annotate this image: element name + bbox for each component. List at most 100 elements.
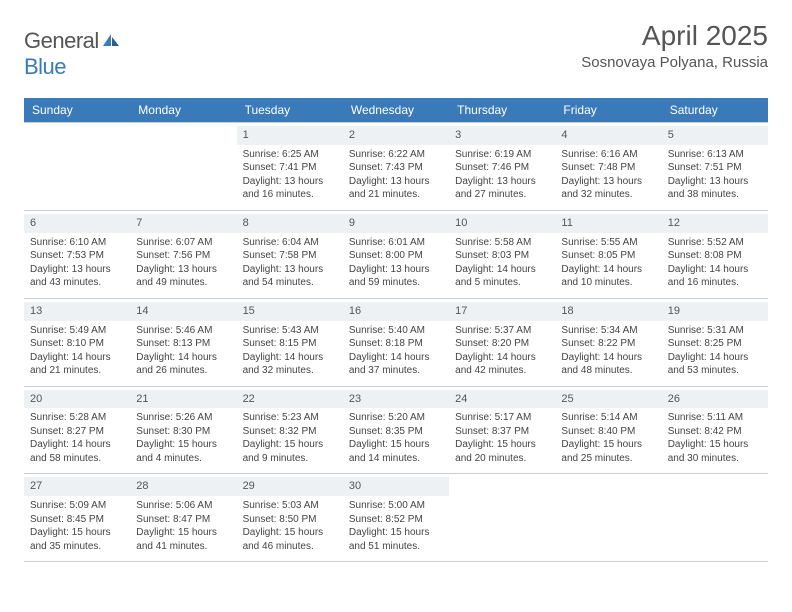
calendar-cell: 1Sunrise: 6:25 AMSunset: 7:41 PMDaylight… <box>237 123 343 210</box>
calendar-cell-empty <box>130 123 236 210</box>
day-number: 3 <box>449 126 555 145</box>
day-header: Saturday <box>662 98 768 122</box>
sunrise-text: Sunrise: 5:00 AM <box>349 499 443 513</box>
daylight-text: Daylight: 14 hours and 37 minutes. <box>349 351 443 378</box>
calendar-cell-empty <box>555 474 661 561</box>
daylight-text: Daylight: 13 hours and 38 minutes. <box>668 175 762 202</box>
sunrise-text: Sunrise: 5:37 AM <box>455 324 549 338</box>
day-number: 9 <box>343 214 449 233</box>
logo-text-b: Blue <box>24 54 66 79</box>
day-number: 26 <box>662 390 768 409</box>
daylight-text: Daylight: 14 hours and 58 minutes. <box>30 438 124 465</box>
sunrise-text: Sunrise: 5:34 AM <box>561 324 655 338</box>
day-number: 28 <box>130 477 236 496</box>
sunrise-text: Sunrise: 6:16 AM <box>561 148 655 162</box>
sunset-text: Sunset: 7:43 PM <box>349 161 443 175</box>
day-number: 12 <box>662 214 768 233</box>
day-header: Monday <box>130 98 236 122</box>
calendar-cell: 8Sunrise: 6:04 AMSunset: 7:58 PMDaylight… <box>237 211 343 298</box>
calendar-cell-empty <box>662 474 768 561</box>
day-header: Wednesday <box>343 98 449 122</box>
calendar-cell: 16Sunrise: 5:40 AMSunset: 8:18 PMDayligh… <box>343 299 449 386</box>
sunset-text: Sunset: 8:13 PM <box>136 337 230 351</box>
day-number: 13 <box>24 302 130 321</box>
sunset-text: Sunset: 8:40 PM <box>561 425 655 439</box>
calendar-cell: 3Sunrise: 6:19 AMSunset: 7:46 PMDaylight… <box>449 123 555 210</box>
sunset-text: Sunset: 8:47 PM <box>136 513 230 527</box>
calendar-header-row: SundayMondayTuesdayWednesdayThursdayFrid… <box>24 98 768 122</box>
calendar-cell: 4Sunrise: 6:16 AMSunset: 7:48 PMDaylight… <box>555 123 661 210</box>
sunrise-text: Sunrise: 5:55 AM <box>561 236 655 250</box>
sunrise-text: Sunrise: 6:07 AM <box>136 236 230 250</box>
calendar-cell: 5 Sunrise: 6:13 AMSunset: 7:51 PMDaylight… <box>662 123 768 210</box>
sunset-text: Sunset: 8:08 PM <box>668 249 762 263</box>
day-header: Sunday <box>24 98 130 122</box>
sunset-text: Sunset: 8:05 PM <box>561 249 655 263</box>
day-number: 8 <box>237 214 343 233</box>
day-number: 27 <box>24 477 130 496</box>
sunrise-text: Sunrise: 5:09 AM <box>30 499 124 513</box>
daylight-text: Daylight: 13 hours and 16 minutes. <box>243 175 337 202</box>
calendar-cell-empty <box>449 474 555 561</box>
day-number: 15 <box>237 302 343 321</box>
day-number: 19 <box>662 302 768 321</box>
sunset-text: Sunset: 7:46 PM <box>455 161 549 175</box>
daylight-text: Daylight: 14 hours and 32 minutes. <box>243 351 337 378</box>
sunset-text: Sunset: 8:20 PM <box>455 337 549 351</box>
calendar-cell: 25Sunrise: 5:14 AMSunset: 8:40 PMDayligh… <box>555 387 661 474</box>
calendar-cell: 11Sunrise: 5:55 AMSunset: 8:05 PMDayligh… <box>555 211 661 298</box>
daylight-text: Daylight: 15 hours and 4 minutes. <box>136 438 230 465</box>
sunrise-text: Sunrise: 5:23 AM <box>243 411 337 425</box>
day-number: 18 <box>555 302 661 321</box>
sunrise-text: Sunrise: 5:20 AM <box>349 411 443 425</box>
day-number: 5 <box>662 126 768 145</box>
day-number: 24 <box>449 390 555 409</box>
daylight-text: Daylight: 15 hours and 46 minutes. <box>243 526 337 553</box>
calendar-cell: 24Sunrise: 5:17 AMSunset: 8:37 PMDayligh… <box>449 387 555 474</box>
sunset-text: Sunset: 8:15 PM <box>243 337 337 351</box>
calendar-cell-empty <box>24 123 130 210</box>
header-right: April 2025 Sosnovaya Polyana, Russia <box>581 20 768 71</box>
location-text: Sosnovaya Polyana, Russia <box>581 54 768 71</box>
calendar-cell: 19Sunrise: 5:31 AMSunset: 8:25 PMDayligh… <box>662 299 768 386</box>
daylight-text: Daylight: 15 hours and 51 minutes. <box>349 526 443 553</box>
sunset-text: Sunset: 8:27 PM <box>30 425 124 439</box>
calendar-cell: 28Sunrise: 5:06 AMSunset: 8:47 PMDayligh… <box>130 474 236 561</box>
calendar-cell: 17Sunrise: 5:37 AMSunset: 8:20 PMDayligh… <box>449 299 555 386</box>
day-number: 2 <box>343 126 449 145</box>
sunrise-text: Sunrise: 5:52 AM <box>668 236 762 250</box>
day-number: 22 <box>237 390 343 409</box>
sunset-text: Sunset: 8:00 PM <box>349 249 443 263</box>
calendar-cell: 14Sunrise: 5:46 AMSunset: 8:13 PMDayligh… <box>130 299 236 386</box>
daylight-text: Daylight: 15 hours and 14 minutes. <box>349 438 443 465</box>
daylight-text: Daylight: 13 hours and 54 minutes. <box>243 263 337 290</box>
sunrise-text: Sunrise: 5:26 AM <box>136 411 230 425</box>
sunrise-text: Sunrise: 5:11 AM <box>668 411 762 425</box>
sunrise-text: Sunrise: 5:43 AM <box>243 324 337 338</box>
sunset-text: Sunset: 7:51 PM <box>668 161 762 175</box>
calendar-cell: 9Sunrise: 6:01 AMSunset: 8:00 PMDaylight… <box>343 211 449 298</box>
daylight-text: Daylight: 13 hours and 32 minutes. <box>561 175 655 202</box>
day-number: 4 <box>555 126 661 145</box>
sunrise-text: Sunrise: 6:25 AM <box>243 148 337 162</box>
day-number: 23 <box>343 390 449 409</box>
day-number: 14 <box>130 302 236 321</box>
logo-sail-icon <box>101 32 121 48</box>
sunrise-text: Sunrise: 6:13 AM <box>668 148 762 162</box>
day-number: 30 <box>343 477 449 496</box>
sunrise-text: Sunrise: 5:49 AM <box>30 324 124 338</box>
day-number: 1 <box>237 126 343 145</box>
daylight-text: Daylight: 14 hours and 10 minutes. <box>561 263 655 290</box>
calendar-week: 6Sunrise: 6:10 AMSunset: 7:53 PMDaylight… <box>24 210 768 298</box>
page-header: General Blue April 2025 Sosnovaya Polyan… <box>24 20 768 80</box>
sunset-text: Sunset: 8:03 PM <box>455 249 549 263</box>
calendar-cell: 2Sunrise: 6:22 AMSunset: 7:43 PMDaylight… <box>343 123 449 210</box>
daylight-text: Daylight: 14 hours and 21 minutes. <box>30 351 124 378</box>
calendar-cell: 7Sunrise: 6:07 AMSunset: 7:56 PMDaylight… <box>130 211 236 298</box>
daylight-text: Daylight: 13 hours and 21 minutes. <box>349 175 443 202</box>
calendar-cell: 18Sunrise: 5:34 AMSunset: 8:22 PMDayligh… <box>555 299 661 386</box>
sunset-text: Sunset: 8:10 PM <box>30 337 124 351</box>
logo-text-a: General <box>24 28 99 53</box>
calendar-week: 27Sunrise: 5:09 AMSunset: 8:45 PMDayligh… <box>24 473 768 562</box>
daylight-text: Daylight: 13 hours and 43 minutes. <box>30 263 124 290</box>
